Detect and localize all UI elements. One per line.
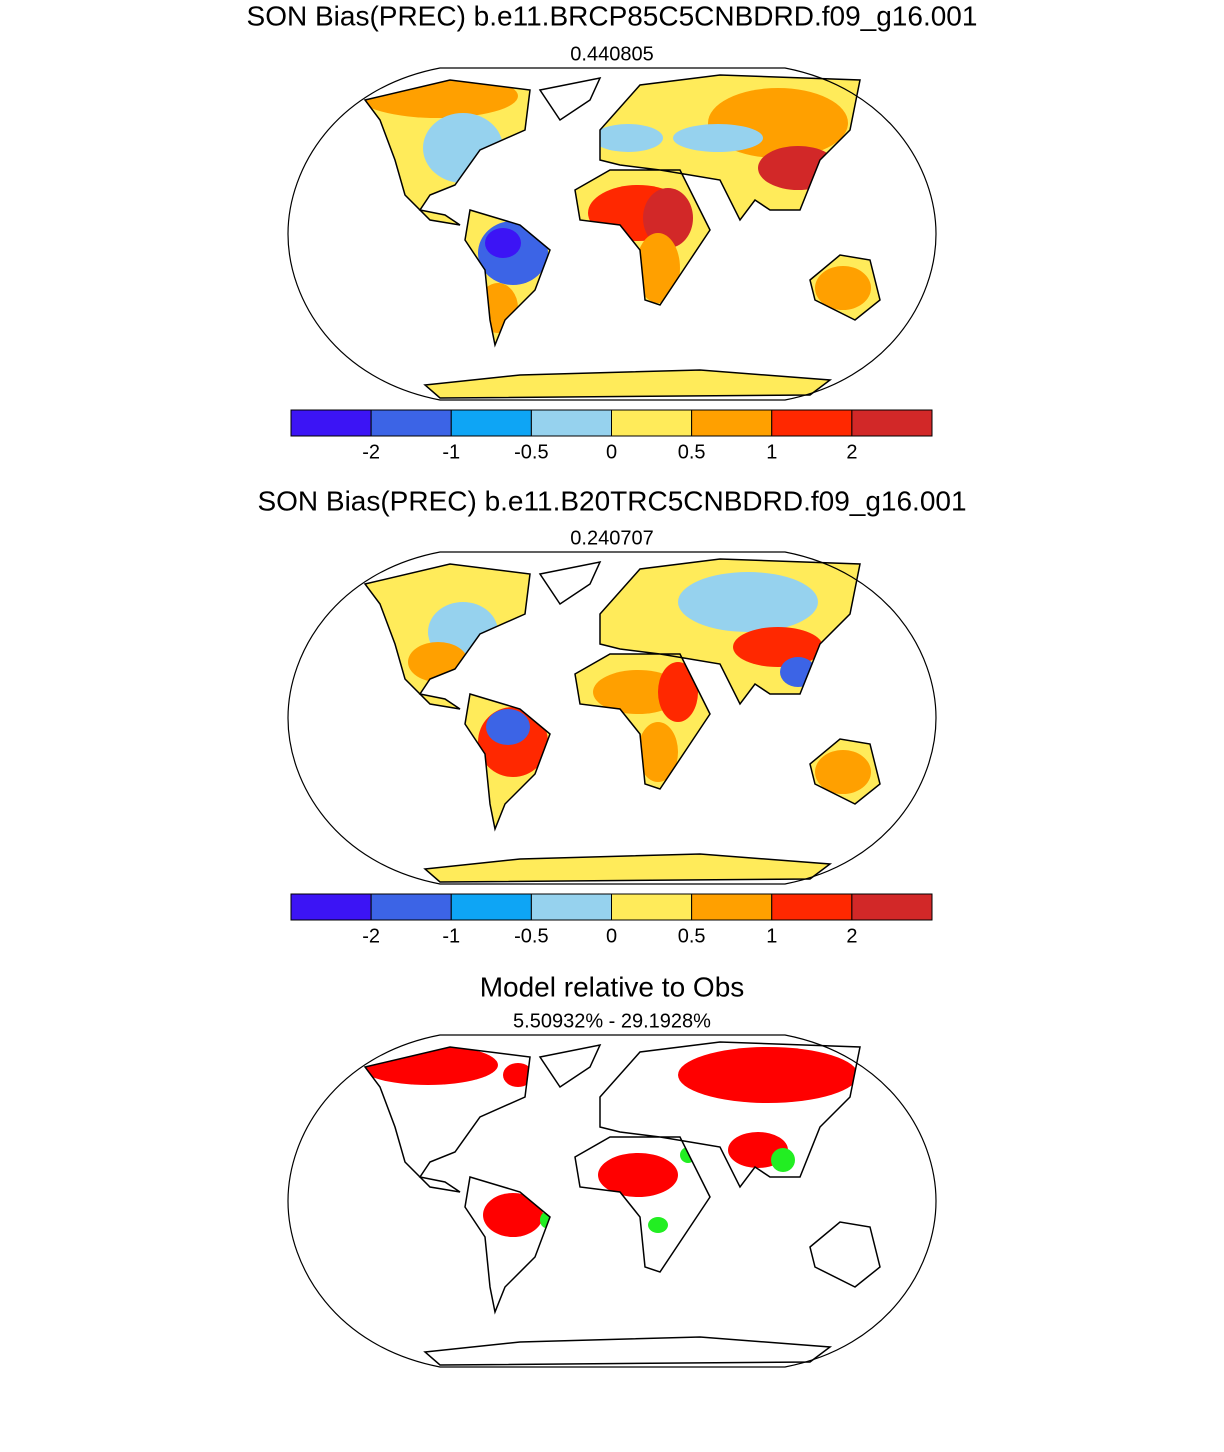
colorbar-box (290, 409, 372, 437)
colorbar-box (611, 409, 693, 437)
colorbar-label: -0.5 (514, 925, 548, 947)
colorbar-box (691, 409, 773, 437)
colorbar-label: -2 (362, 441, 380, 463)
map (287, 67, 937, 401)
colorbar-label: 1 (766, 925, 777, 947)
colorbar-box (851, 893, 933, 921)
colorbar-label: -1 (442, 441, 460, 463)
colorbar-box (370, 409, 452, 437)
map (287, 551, 937, 885)
colorbar-label: 0.5 (678, 441, 706, 463)
colorbar: -2 -1 -0.5 0 0.5 1 2 (290, 409, 933, 463)
colorbar-label: 0.5 (678, 925, 706, 947)
colorbar-box (530, 409, 612, 437)
panel-subtitle: 0.440805 (570, 43, 653, 65)
colorbar-label: -1 (442, 925, 460, 947)
panel-title: SON Bias(PREC) b.e11.B20TRC5CNBDRD.f09_g… (257, 485, 966, 516)
colorbar-label: 0 (606, 441, 617, 463)
colorbar-label: 2 (846, 441, 857, 463)
panel-subtitle: 5.50932% - 29.1928% (513, 1010, 711, 1032)
colorbar-label: 1 (766, 441, 777, 463)
colorbar-label: -0.5 (514, 441, 548, 463)
colorbar-label: 2 (846, 925, 857, 947)
colorbar-box (611, 893, 693, 921)
colorbar-box (771, 893, 853, 921)
map (287, 1034, 937, 1368)
colorbar-box (691, 893, 773, 921)
colorbar-label: -2 (362, 925, 380, 947)
colorbar-box (450, 893, 532, 921)
colorbar-box (370, 893, 452, 921)
colorbar-box (290, 893, 372, 921)
panel-subtitle: 0.240707 (570, 527, 653, 549)
colorbar-box (851, 409, 933, 437)
colorbar-box (530, 893, 612, 921)
colorbar-label: 0 (606, 925, 617, 947)
panel-title: Model relative to Obs (480, 971, 745, 1002)
colorbar-box (450, 409, 532, 437)
colorbar: -2 -1 -0.5 0 0.5 1 2 (290, 893, 933, 947)
colorbar-box (771, 409, 853, 437)
panel-title: SON Bias(PREC) b.e11.BRCP85C5CNBDRD.f09_… (247, 0, 978, 31)
